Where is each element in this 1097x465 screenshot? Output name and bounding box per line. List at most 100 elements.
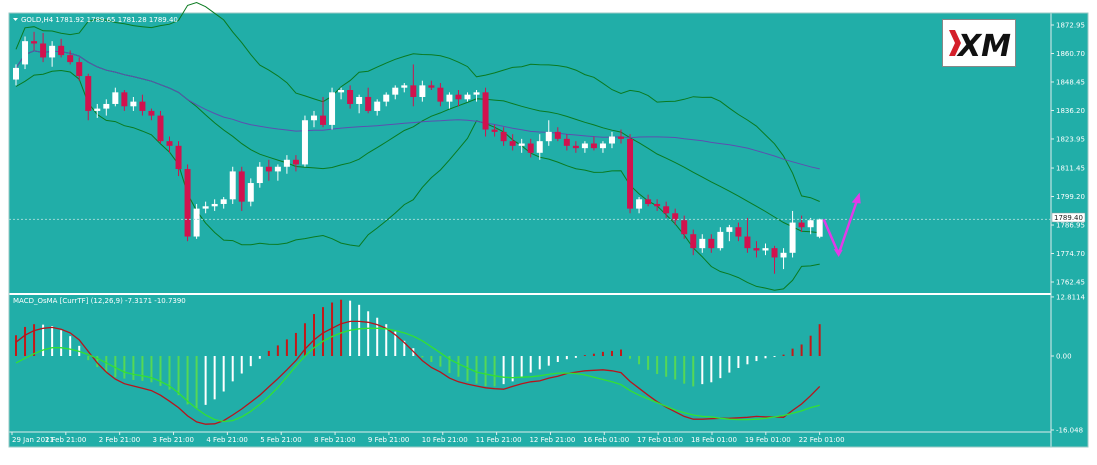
price-axis-ticks: 1872.95 1860.70 1848.45 1836.20 1823.95 1811.… xyxy=(1051,22,1085,287)
candle-body xyxy=(708,238,715,249)
candle xyxy=(590,136,597,151)
candle-body xyxy=(473,92,480,95)
candle xyxy=(49,41,56,67)
candle-body xyxy=(581,143,588,149)
candle xyxy=(789,210,796,258)
candle-body xyxy=(690,234,697,249)
time-tick-label: 8 Feb 21:00 xyxy=(314,436,355,444)
price-tick-label: 1774.70 xyxy=(1056,250,1085,258)
candle xyxy=(473,90,480,102)
candle-body xyxy=(58,45,65,56)
candle xyxy=(383,92,390,107)
price-tick-label: 1848.45 xyxy=(1056,78,1085,86)
candle xyxy=(807,217,814,235)
macd-header-text: MACD_OsMA [CurrTF] (12,26,9) -7.3171 -10… xyxy=(13,297,186,305)
candle xyxy=(329,87,336,130)
candle xyxy=(572,141,579,153)
candle-body xyxy=(121,92,128,107)
xm-logo: XM xyxy=(942,19,1016,67)
candle-body xyxy=(256,166,263,184)
candle-body xyxy=(789,222,796,253)
candle-body xyxy=(211,203,218,207)
candle xyxy=(40,33,47,63)
candle xyxy=(184,164,191,242)
candle-body xyxy=(572,145,579,149)
candle xyxy=(455,90,462,107)
candle-body xyxy=(76,62,83,77)
candle-body xyxy=(545,131,552,142)
candle-body xyxy=(608,136,615,144)
candle-body xyxy=(464,94,471,100)
candle xyxy=(654,199,661,211)
current-price-label: 1789.40 xyxy=(1054,214,1083,222)
candle xyxy=(67,50,74,65)
price-axis xyxy=(1051,13,1088,447)
candle-body xyxy=(67,55,74,63)
candle xyxy=(672,208,679,225)
candle-body xyxy=(356,96,363,104)
price-tick-label: 1799.20 xyxy=(1056,193,1085,201)
candle xyxy=(536,134,543,160)
candle xyxy=(509,134,516,151)
price-tick-label: 1872.95 xyxy=(1056,22,1085,30)
candle-body xyxy=(536,141,543,153)
candle xyxy=(744,217,751,253)
macd-tick-label: -16.048 xyxy=(1056,427,1083,435)
time-tick-label: 2 Feb 21:00 xyxy=(99,436,140,444)
candle-body xyxy=(392,87,399,95)
candle-body xyxy=(320,115,327,125)
candle xyxy=(618,129,625,144)
candle xyxy=(518,138,525,153)
candle xyxy=(554,127,561,142)
time-tick-label: 10 Feb 21:00 xyxy=(422,436,468,444)
candle xyxy=(392,85,399,100)
candle-body xyxy=(627,138,634,209)
candle-body xyxy=(599,143,606,149)
candle-body xyxy=(301,120,308,165)
candle xyxy=(193,203,200,239)
time-tick-label: 3 Feb 21:00 xyxy=(153,436,194,444)
candle-body xyxy=(636,199,643,209)
candle xyxy=(419,80,426,102)
candle xyxy=(166,136,173,153)
candle xyxy=(581,141,588,153)
time-tick-label: 19 Feb 01:00 xyxy=(745,436,791,444)
time-tick-label: 4 Feb 21:00 xyxy=(206,436,247,444)
candle-body xyxy=(401,85,408,88)
candle-body xyxy=(85,76,92,111)
candle xyxy=(762,243,769,256)
candle-body xyxy=(112,92,119,104)
time-tick-label: 17 Feb 01:00 xyxy=(637,436,683,444)
candle xyxy=(211,199,218,211)
candle xyxy=(636,196,643,214)
candle-body xyxy=(175,145,182,170)
candle xyxy=(401,83,408,93)
candle xyxy=(464,92,471,102)
candle xyxy=(229,166,236,204)
candle-body xyxy=(220,199,227,204)
candle xyxy=(265,159,272,181)
candle-body xyxy=(762,248,769,251)
candle-body xyxy=(590,143,597,149)
candle-body xyxy=(94,108,101,111)
candle xyxy=(238,166,245,211)
candle xyxy=(545,120,552,146)
candle xyxy=(22,36,29,70)
time-tick-label: 18 Feb 01:00 xyxy=(691,436,737,444)
price-tick-label: 1811.45 xyxy=(1056,165,1085,173)
candle-body xyxy=(780,252,787,258)
candle xyxy=(220,196,227,209)
bollinger-upper-line xyxy=(15,1,820,202)
candle-body xyxy=(672,213,679,221)
candle-body xyxy=(22,41,29,65)
macd-tick-label: 12.8114 xyxy=(1056,293,1085,301)
candle-body xyxy=(717,231,724,249)
candle-body xyxy=(292,159,299,165)
candle xyxy=(437,83,444,107)
candle xyxy=(283,155,290,174)
bollinger-lower-line xyxy=(15,69,820,291)
candle-body xyxy=(410,85,417,97)
candle-body xyxy=(771,248,778,258)
candle-body xyxy=(338,90,345,93)
